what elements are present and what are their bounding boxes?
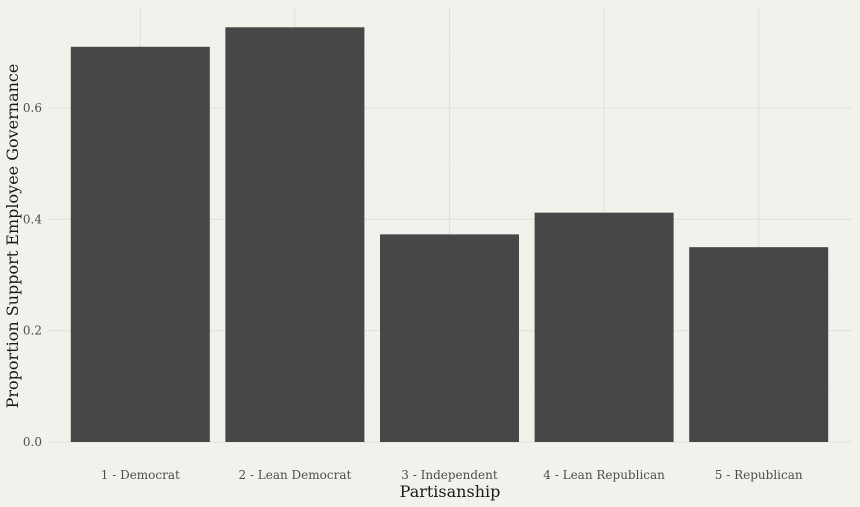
x-tick-label: 1 - Democrat — [101, 468, 180, 482]
bar-3 — [380, 234, 519, 442]
y-tick-label: 0.2 — [23, 324, 42, 338]
x-tick-label: 3 - Independent — [401, 468, 498, 482]
bar-4 — [534, 212, 674, 442]
y-tick-label: 0.6 — [23, 101, 42, 115]
y-axis-title: Proportion Support Employee Governance — [3, 64, 22, 409]
y-tick-label: 0.0 — [23, 435, 42, 449]
bar-2 — [225, 27, 365, 443]
y-tick-label: 0.4 — [23, 212, 42, 226]
x-tick-label: 4 - Lean Republican — [543, 468, 665, 482]
x-axis-title: Partisanship — [400, 482, 501, 501]
x-axis-ticks: 1 - Democrat 2 - Lean Democrat 3 - Indepen… — [101, 468, 803, 482]
y-axis-ticks: 0.0 0.2 0.4 0.6 — [23, 101, 42, 449]
bar-5 — [689, 247, 829, 442]
bar-1 — [70, 46, 210, 443]
x-tick-label: 5 - Republican — [715, 468, 803, 482]
x-tick-label: 2 - Lean Democrat — [238, 468, 351, 482]
bars — [70, 27, 829, 443]
